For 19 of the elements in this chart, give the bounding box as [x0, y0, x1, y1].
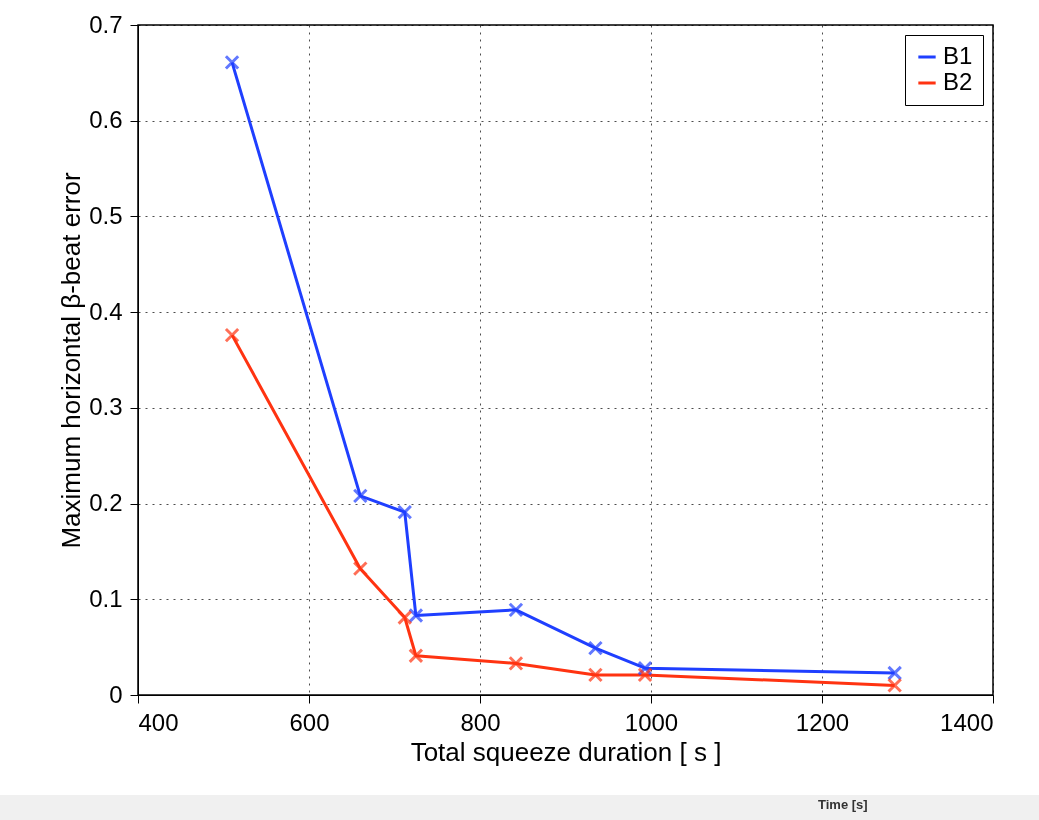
text: Time [s] [818, 797, 868, 812]
y-tick-label: 0.4 [89, 297, 123, 325]
y-tick-label: 0.3 [89, 393, 123, 421]
x-tick-label: 1400 [940, 708, 994, 736]
y-tick-label: 0.5 [89, 201, 123, 229]
legend-label: B1 [943, 42, 973, 69]
y-tick-label: 0.2 [89, 489, 123, 517]
x-tick-label: 1200 [795, 708, 850, 736]
x-tick-label: 400 [138, 708, 179, 736]
y-tick-label: 0 [109, 680, 123, 708]
x-tick-label: 600 [289, 708, 330, 736]
x-tick-label: 1000 [624, 708, 679, 736]
legend-label: B2 [943, 68, 973, 95]
y-tick-label: 0.6 [89, 106, 123, 134]
y-tick-label: 0.1 [89, 584, 123, 612]
x-tick-label: 800 [460, 708, 501, 736]
y-tick-label: 0.7 [89, 10, 123, 38]
y-axis-title: Maximum horizontal β-beat error [56, 172, 87, 549]
x-axis-title: Total squeeze duration [ s ] [410, 736, 722, 767]
